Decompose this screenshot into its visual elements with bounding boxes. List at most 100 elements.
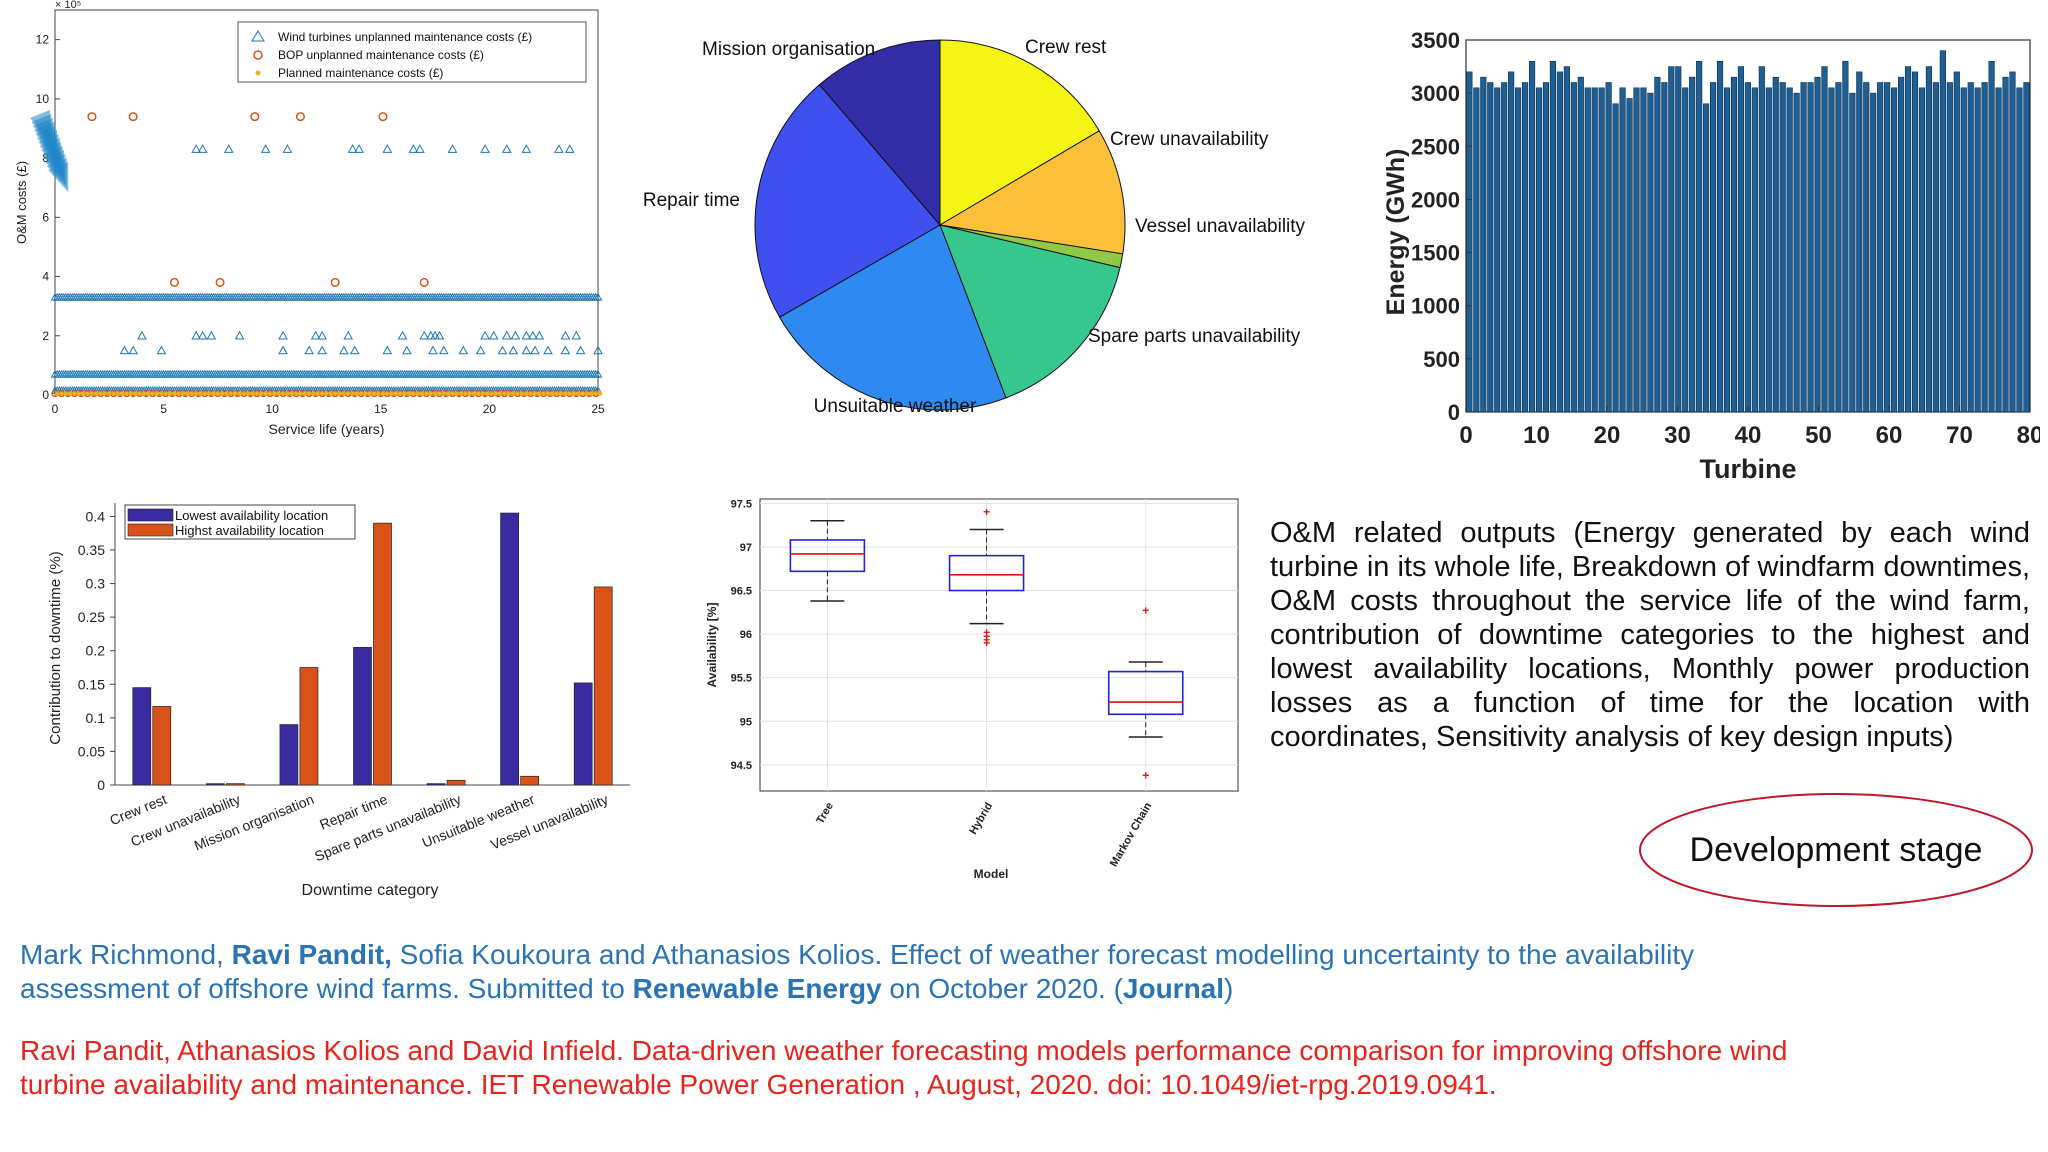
planned-cost-point [419,391,425,396]
planned-cost-point [293,391,299,396]
y-tick-label: 4 [42,270,49,284]
energy-bar [1974,87,1981,413]
wt-cost-point [119,345,130,355]
downtime-bar [373,522,392,786]
planned-cost-point [89,391,94,396]
planned-cost-point [132,391,138,396]
planned-cost-point [263,391,268,396]
y-tick-label: 0.35 [78,542,105,558]
planned-cost-point [124,391,129,396]
energy-bar [1619,87,1626,413]
planned-cost-point [519,391,525,396]
planned-cost-point [554,391,559,396]
planned-cost-point [59,391,64,396]
reference-richmond: Mark Richmond, Ravi Pandit, Sofia Koukou… [20,938,1820,1006]
wt-cost-point [354,144,364,153]
y-tick-label: 0 [97,777,105,793]
wt-cost-point [223,144,234,153]
wt-cost-point [260,144,271,153]
energy-bar [1549,60,1557,413]
downtime-bar [299,667,319,786]
planned-cost-point [202,391,207,396]
wt-cost-point [501,330,512,340]
pie-label: Vessel unavailability [1135,216,1306,237]
energy-bar [1563,66,1570,413]
planned-cost-point [367,391,372,396]
wt-cost-point [501,144,512,153]
planned-cost-point [128,391,134,396]
outputs-description: O&M related outputs (Energy generated by… [1270,517,2030,753]
energy-bar-chart: 0 10 20 30 40 50 60 70 80 0 500 1000 1500 2000 2500 300… [1382,28,2040,484]
y-tick-label: 1500 [1411,241,1460,266]
planned-cost-point [428,391,433,396]
planned-cost-point [489,391,494,396]
planned-cost-point [189,391,194,396]
ref1-journal: Renewable Energy [632,973,882,1004]
energy-bar [1612,103,1619,413]
x-tick-label: 30 [1664,422,1691,449]
wt-cost-point [397,330,408,340]
energy-bar [1793,92,1800,413]
planned-cost-point [315,391,320,396]
planned-cost-point [258,391,264,396]
y-axis-label: Energy (GWh) [1382,149,1410,316]
energy-bar [2009,71,2016,413]
planned-cost-point [319,391,325,396]
x-tick-label: Hybrid [967,801,995,837]
development-stage-badge: Development stage [1639,793,2033,907]
legend-marker [255,70,261,76]
energy-bar [1800,82,1807,413]
x-axis-label: Turbine [1700,454,1797,484]
wt-cost-point [191,144,202,153]
planned-cost-point [63,391,68,396]
energy-bar [1772,76,1779,413]
plot-area [759,498,1239,792]
planned-cost-point [285,391,290,396]
y-multiplier: × 10⁵ [55,0,81,11]
pie-label: Crew unavailability [1110,129,1269,150]
planned-cost-point [102,391,107,396]
planned-cost-point [432,391,438,396]
planned-cost-point [211,391,216,396]
wt-cost-point [438,345,449,355]
energy-bar [1953,71,1960,413]
energy-bar [1918,87,1926,413]
edge-marker [48,162,69,192]
downtime-bar [520,775,539,786]
wt-cost-point [521,330,532,340]
planned-cost-point [584,391,590,396]
planned-cost-point [80,391,86,396]
x-tick-label: Markov Chain [1108,800,1155,869]
y-tick-label: 96 [740,629,752,641]
planned-cost-point [341,391,346,396]
planned-cost-point [167,391,173,396]
x-tick-label: 40 [1735,422,1762,449]
x-tick-label: Tree [814,801,836,827]
planned-cost-point [450,391,455,396]
planned-cost-point [250,391,255,396]
wt-cost-point [575,345,586,355]
y-tick-label: 3000 [1411,81,1460,106]
legend-label: BOP unplanned maintenance costs (£) [278,48,484,62]
energy-bar [1904,66,1912,413]
y-tick-label: 0.25 [78,609,105,625]
planned-cost-point [324,391,329,396]
ref1-highlight-author: Ravi Pandit, [231,939,392,970]
availability-box-chart: 94.59595.59696.59797.5Tree+++++Hybrid++M… [705,498,1239,881]
energy-bar [1870,92,1877,413]
planned-cost-point [228,391,233,396]
wt-cost-point [593,369,603,378]
wt-cost-point [206,330,217,340]
planned-cost-point [76,391,81,396]
energy-bar [1556,71,1563,413]
planned-cost-point [232,391,238,396]
bop-cost-point [169,277,180,288]
energy-bar [1779,82,1786,413]
planned-cost-point [545,391,551,396]
energy-bar [2016,87,2023,413]
energy-bar [1689,76,1696,413]
legend-label: Wind turbines unplanned maintenance cost… [278,30,532,44]
planned-cost-point [371,391,377,396]
x-tick-label: 10 [1523,422,1550,449]
planned-cost-point [219,391,225,396]
